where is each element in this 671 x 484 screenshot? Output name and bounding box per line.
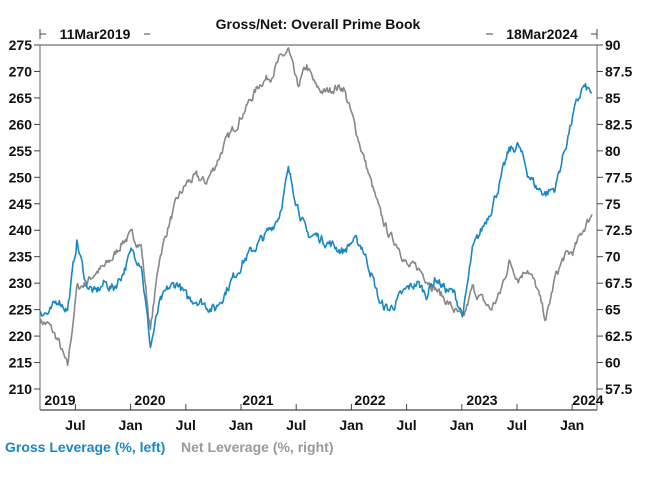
left-tick-label: 235	[9, 249, 33, 265]
right-tick-label: 87.5	[605, 63, 632, 79]
left-tick-label: 220	[9, 328, 33, 344]
right-tick-label: 60	[605, 355, 621, 371]
month-label: Jul	[65, 417, 85, 433]
end-date-label: 18Mar2024	[506, 26, 578, 42]
right-tick-label: 82.5	[605, 116, 632, 132]
right-tick-label: 75	[605, 196, 621, 212]
right-tick-label: 67.5	[605, 275, 632, 291]
left-tick-label: 225	[9, 302, 33, 318]
right-tick-label: 62.5	[605, 328, 632, 344]
gross-leverage-line	[39, 82, 592, 349]
left-tick-label: 215	[9, 355, 33, 371]
year-label: 2023	[466, 392, 497, 408]
start-date-marker: 11Mar2019	[39, 24, 150, 42]
x-axis: 2019 2020 2021 2022 2023 2024 Jul Jan Jul Jan Jul J…	[44, 392, 603, 433]
month-label: Jan	[450, 417, 474, 433]
right-tick-label: 80	[605, 143, 621, 159]
right-tick-label: 72.5	[605, 222, 632, 238]
month-label: Jan	[119, 417, 143, 433]
year-label: 2020	[134, 392, 165, 408]
right-axis: 57.5 60 62.5 65 67.5 70 72.5 75 77.5 80 82.5 85 87.5…	[597, 37, 632, 397]
end-date-marker: 18Mar2024	[486, 24, 598, 42]
month-label: Jan	[560, 417, 584, 433]
left-tick-label: 210	[9, 381, 33, 397]
legend-net-leverage: Net Leverage (%, right)	[181, 439, 333, 455]
month-label: Jul	[507, 417, 527, 433]
left-axis: 210 215 220 225 230 235 240 245 250 255 260 265 270 2…	[9, 37, 40, 397]
legend-gross-leverage: Gross Leverage (%, left)	[5, 439, 165, 455]
left-tick-label: 245	[9, 196, 33, 212]
right-tick-label: 57.5	[605, 381, 632, 397]
month-label: Jul	[176, 417, 196, 433]
right-tick-label: 77.5	[605, 169, 632, 185]
right-tick-label: 70	[605, 249, 621, 265]
right-tick-label: 90	[605, 37, 621, 53]
left-tick-label: 260	[9, 116, 33, 132]
series-lines	[39, 47, 593, 367]
month-label: Jan	[339, 417, 363, 433]
right-tick-label: 65	[605, 302, 621, 318]
month-label: Jul	[396, 417, 416, 433]
left-tick-label: 240	[9, 222, 33, 238]
left-tick-label: 275	[9, 37, 33, 53]
left-tick-label: 270	[9, 63, 33, 79]
left-tick-label: 255	[9, 143, 33, 159]
year-label: 2019	[44, 392, 75, 408]
year-label: 2021	[242, 392, 273, 408]
chart-title: Gross/Net: Overall Prime Book	[216, 16, 421, 32]
year-label: 2022	[354, 392, 385, 408]
right-tick-label: 85	[605, 90, 621, 106]
plot-frame	[39, 44, 598, 411]
net-leverage-line	[39, 47, 593, 367]
left-tick-label: 265	[9, 90, 33, 106]
month-label: Jan	[229, 417, 253, 433]
year-label: 2024	[572, 392, 603, 408]
month-label: Jul	[286, 417, 306, 433]
left-tick-label: 230	[9, 275, 33, 291]
left-tick-label: 250	[9, 169, 33, 185]
start-date-label: 11Mar2019	[60, 26, 131, 42]
